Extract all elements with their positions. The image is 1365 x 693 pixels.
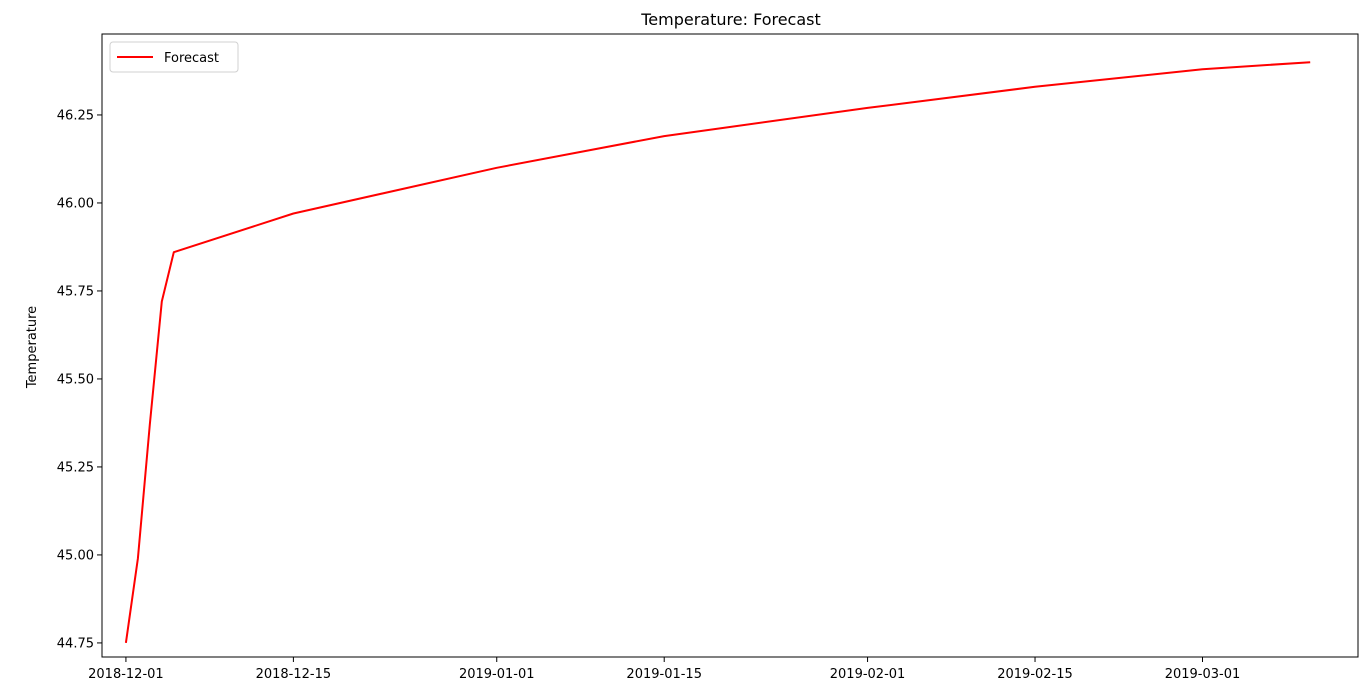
y-tick-label: 46.00	[57, 196, 94, 211]
x-tick-label: 2019-02-01	[830, 667, 906, 682]
y-tick-label: 46.25	[57, 108, 94, 123]
y-tick-label: 44.75	[57, 636, 94, 651]
series-layer	[124, 61, 1311, 644]
x-tick-label: 2018-12-01	[88, 667, 164, 682]
y-axis: 44.75 45.00 45.25 45.50 45.75 46.00 46.25	[57, 108, 102, 651]
x-tick-label: 2019-03-01	[1165, 667, 1241, 682]
legend-entry-forecast: Forecast	[164, 51, 219, 66]
series-line-forecast	[124, 61, 1311, 644]
legend-box	[109, 41, 239, 73]
y-tick-label: 45.75	[57, 284, 94, 299]
x-axis: 2018-12-01 2018-12-15 2019-01-01 2019-01-15…	[88, 657, 1240, 682]
chart-title: Temperature: Forecast	[640, 10, 821, 29]
x-tick-label: 2019-02-15	[997, 667, 1073, 682]
y-axis-label: Temperature	[25, 306, 40, 389]
x-tick-label: 2019-01-15	[626, 667, 702, 682]
x-tick-label: 2019-01-01	[459, 667, 535, 682]
y-tick-label: 45.25	[57, 460, 94, 475]
y-tick-label: 45.50	[57, 372, 94, 387]
plot-frame	[101, 33, 1359, 658]
legend: Forecast	[109, 41, 239, 73]
y-tick-label: 45.00	[57, 548, 94, 563]
x-tick-label: 2018-12-15	[256, 667, 332, 682]
